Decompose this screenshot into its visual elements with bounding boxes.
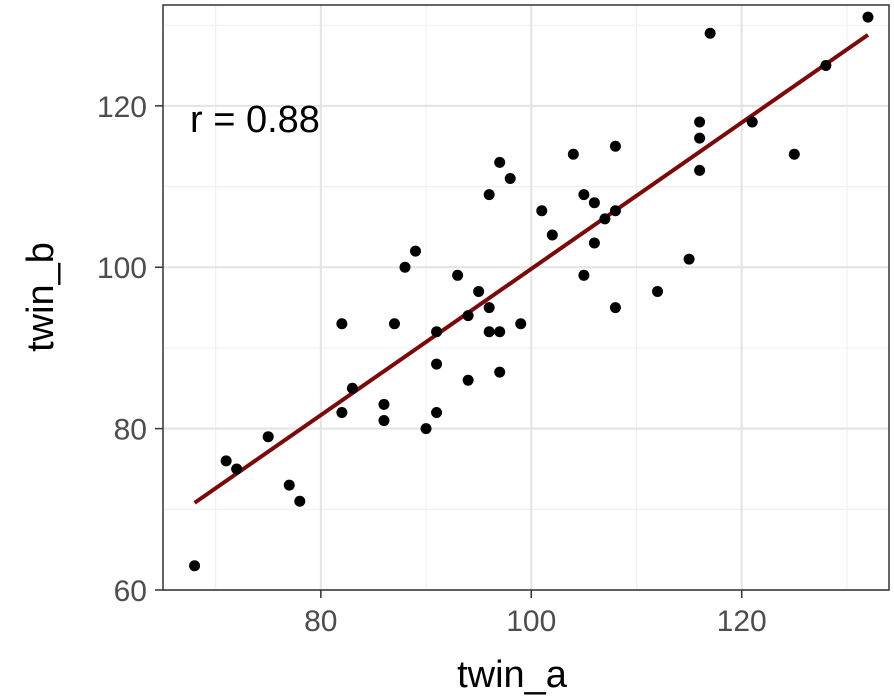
data-point: [483, 326, 495, 338]
minor-gridlines: [163, 5, 889, 590]
data-point: [378, 415, 390, 427]
data-point: [231, 463, 243, 475]
data-point: [462, 374, 474, 386]
data-point: [683, 253, 695, 265]
data-point: [609, 140, 621, 152]
x-tick-label: 100: [506, 605, 556, 638]
data-point: [862, 11, 874, 23]
data-point: [483, 189, 495, 201]
data-point: [388, 318, 400, 330]
y-tick-label: 100: [97, 252, 147, 285]
data-point: [336, 318, 348, 330]
data-point: [189, 560, 201, 572]
data-point: [494, 326, 506, 338]
data-point: [536, 205, 548, 217]
data-point: [578, 189, 590, 201]
data-point: [704, 27, 716, 39]
y-tick-label: 120: [97, 91, 147, 124]
plot-border: [162, 4, 890, 591]
data-point: [694, 164, 706, 176]
data-point: [431, 406, 443, 418]
data-point: [694, 132, 706, 144]
data-point: [283, 479, 295, 491]
data-point: [346, 382, 358, 394]
data-point: [378, 398, 390, 410]
data-point: [399, 261, 411, 273]
data-point: [504, 172, 516, 184]
data-point: [546, 229, 558, 241]
y-tick-label: 60: [114, 575, 147, 608]
data-point: [473, 285, 485, 297]
data-point: [262, 431, 274, 443]
data-point: [420, 423, 432, 435]
data-point: [220, 455, 232, 467]
data-point: [515, 318, 527, 330]
y-tick-label: 80: [114, 414, 147, 447]
x-tick-label: 120: [717, 605, 767, 638]
x-axis-ticks: 80 100 120: [304, 590, 767, 638]
plot-panel: [163, 5, 889, 590]
data-points: [189, 11, 874, 572]
data-point: [431, 358, 443, 370]
data-point: [567, 148, 579, 160]
data-point: [410, 245, 422, 257]
data-point: [746, 116, 758, 128]
data-point: [494, 156, 506, 168]
data-point: [588, 197, 600, 209]
data-point: [578, 269, 590, 281]
data-point: [652, 285, 664, 297]
data-point: [452, 269, 464, 281]
regression-line: [193, 33, 870, 505]
data-point: [294, 495, 306, 507]
x-axis-title: twin_a: [457, 654, 568, 696]
data-point: [788, 148, 800, 160]
y-axis-title: twin_b: [20, 242, 62, 352]
data-point: [483, 302, 495, 314]
data-point: [599, 213, 611, 225]
data-point: [494, 366, 506, 378]
x-tick-label: 80: [304, 605, 337, 638]
data-point: [609, 205, 621, 217]
y-axis-ticks: 60 80 100 120: [97, 91, 163, 608]
data-point: [694, 116, 706, 128]
data-point: [462, 310, 474, 322]
data-point: [588, 237, 600, 249]
data-point: [820, 60, 832, 72]
correlation-annotation: r = 0.88: [190, 99, 320, 141]
data-point: [609, 302, 621, 314]
data-point: [431, 326, 443, 338]
data-point: [336, 406, 348, 418]
